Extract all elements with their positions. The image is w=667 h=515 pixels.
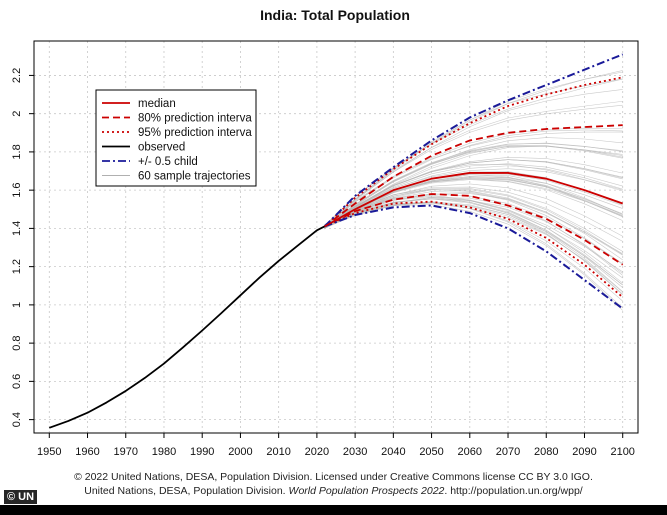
legend-box — [95, 89, 257, 187]
legend-label: 60 sample trajectories — [138, 171, 251, 183]
y-tick-label: 1.8 — [11, 144, 23, 159]
y-tick-label: 0.8 — [11, 335, 23, 350]
bottom-bar — [0, 505, 667, 515]
y-tick-label: 1 — [11, 302, 23, 308]
sample-trajectory — [324, 159, 623, 227]
x-tick-label: 2010 — [266, 446, 290, 458]
x-tick-label: 2030 — [343, 446, 367, 458]
series-half-child-upper — [323, 53, 624, 228]
y-tick-label: 0.6 — [11, 374, 23, 389]
series-pi95-lower — [324, 200, 624, 298]
legend-label: 95% prediction interva — [138, 127, 252, 139]
series-median — [324, 172, 624, 228]
population-chart: India: Total Population 1950 1960 1970 1980… — [11, 7, 639, 458]
y-tick-label: 1.2 — [11, 259, 23, 274]
x-tick-label: 2040 — [381, 446, 405, 458]
sample-trajectory — [324, 127, 623, 227]
sample-trajectory — [324, 142, 623, 228]
legend-label: observed — [138, 142, 185, 154]
x-tick-label: 1980 — [152, 446, 176, 458]
sample-trajectory — [324, 202, 623, 292]
sample-trajectory — [324, 70, 623, 226]
sample-trajectory — [324, 104, 623, 228]
source-line-title: World Population Prospects 2022 — [288, 485, 445, 497]
x-tick-label: 2000 — [228, 446, 252, 458]
sample-trajectory — [324, 204, 623, 311]
x-tick-label: 2020 — [305, 446, 329, 458]
legend: median 80% prediction interva 95% predicti… — [95, 89, 257, 187]
source-line: United Nations, DESA, Population Divisio… — [0, 485, 667, 497]
x-tick-label: 1950 — [37, 446, 61, 458]
series-observed — [48, 225, 325, 429]
x-tick-label: 2060 — [458, 446, 482, 458]
watermark: © UN — [4, 490, 38, 504]
x-tick-label: 2050 — [419, 446, 443, 458]
sample-trajectory — [324, 168, 623, 225]
sample-trajectory — [324, 186, 623, 242]
y-axis: 0.4 0.6 0.8 1 1.2 1.4 1.6 1.8 2 2.2 — [11, 68, 34, 427]
source-line-pre: United Nations, DESA, Population Divisio… — [84, 485, 289, 497]
sample-trajectory — [324, 146, 623, 228]
x-tick-label: 1970 — [114, 446, 138, 458]
legend-label: 80% prediction interva — [138, 113, 252, 125]
plot-frame — [33, 40, 639, 434]
y-tick-label: 2.2 — [11, 68, 23, 83]
series-lines — [48, 53, 624, 429]
y-tick-label: 1.4 — [11, 221, 23, 236]
x-axis: 1950 1960 1970 1980 1990 2000 2010 2020 2030 2040… — [37, 433, 635, 458]
sample-trajectory — [324, 174, 623, 229]
sample-trajectory — [324, 145, 623, 228]
sample-trajectory — [324, 188, 623, 252]
sample-trajectory — [324, 144, 623, 229]
sample-trajectory — [324, 188, 623, 255]
sample-trajectory — [324, 201, 623, 309]
sample-trajectory — [324, 165, 623, 227]
x-tick-label: 2080 — [534, 446, 558, 458]
x-tick-label: 1990 — [190, 446, 214, 458]
sample-trajectory — [324, 129, 623, 226]
sample-trajectory — [324, 193, 623, 261]
x-tick-label: 2100 — [610, 446, 634, 458]
sample-trajectory — [324, 137, 623, 227]
sample-trajectory — [324, 131, 623, 226]
y-tick-label: 2 — [11, 111, 23, 117]
series-pi80-upper — [323, 124, 623, 228]
y-tick-label: 1.6 — [11, 183, 23, 198]
sample-trajectory — [324, 100, 623, 229]
legend-label: median — [138, 98, 176, 110]
x-tick-label: 2070 — [496, 446, 520, 458]
series-half-child-lower — [324, 204, 624, 310]
x-tick-label: 1960 — [75, 446, 99, 458]
y-tick-label: 0.4 — [11, 412, 23, 427]
sample-trajectory — [324, 71, 623, 228]
sample-trajectory — [324, 202, 623, 293]
x-tick-label: 2090 — [572, 446, 596, 458]
copyright-line: © 2022 United Nations, DESA, Population … — [74, 471, 593, 483]
series-pi80-lower — [324, 193, 624, 266]
chart-title: India: Total Population — [260, 7, 410, 23]
source-line-post: . http://population.un.org/wpp/ — [444, 485, 583, 497]
legend-label: +/- 0.5 child — [138, 156, 198, 168]
sample-trajectory — [324, 201, 623, 296]
